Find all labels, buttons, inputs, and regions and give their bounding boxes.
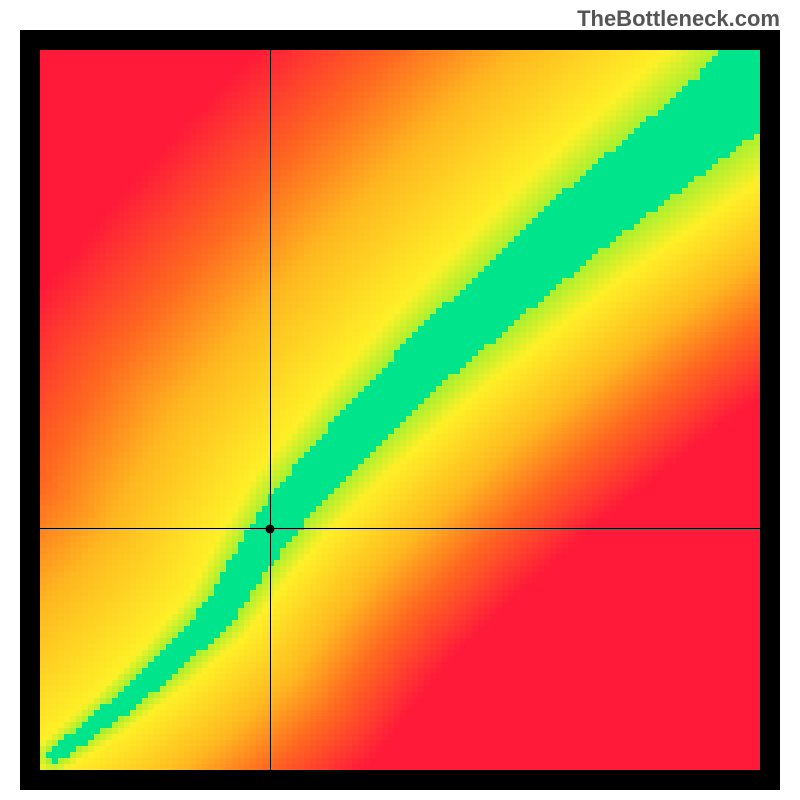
crosshair-dot xyxy=(266,524,275,533)
heatmap-canvas xyxy=(40,50,760,770)
crosshair-horizontal xyxy=(40,528,760,529)
crosshair-vertical xyxy=(270,50,271,770)
watermark-text: TheBottleneck.com xyxy=(577,6,780,32)
chart-container: TheBottleneck.com xyxy=(0,0,800,800)
